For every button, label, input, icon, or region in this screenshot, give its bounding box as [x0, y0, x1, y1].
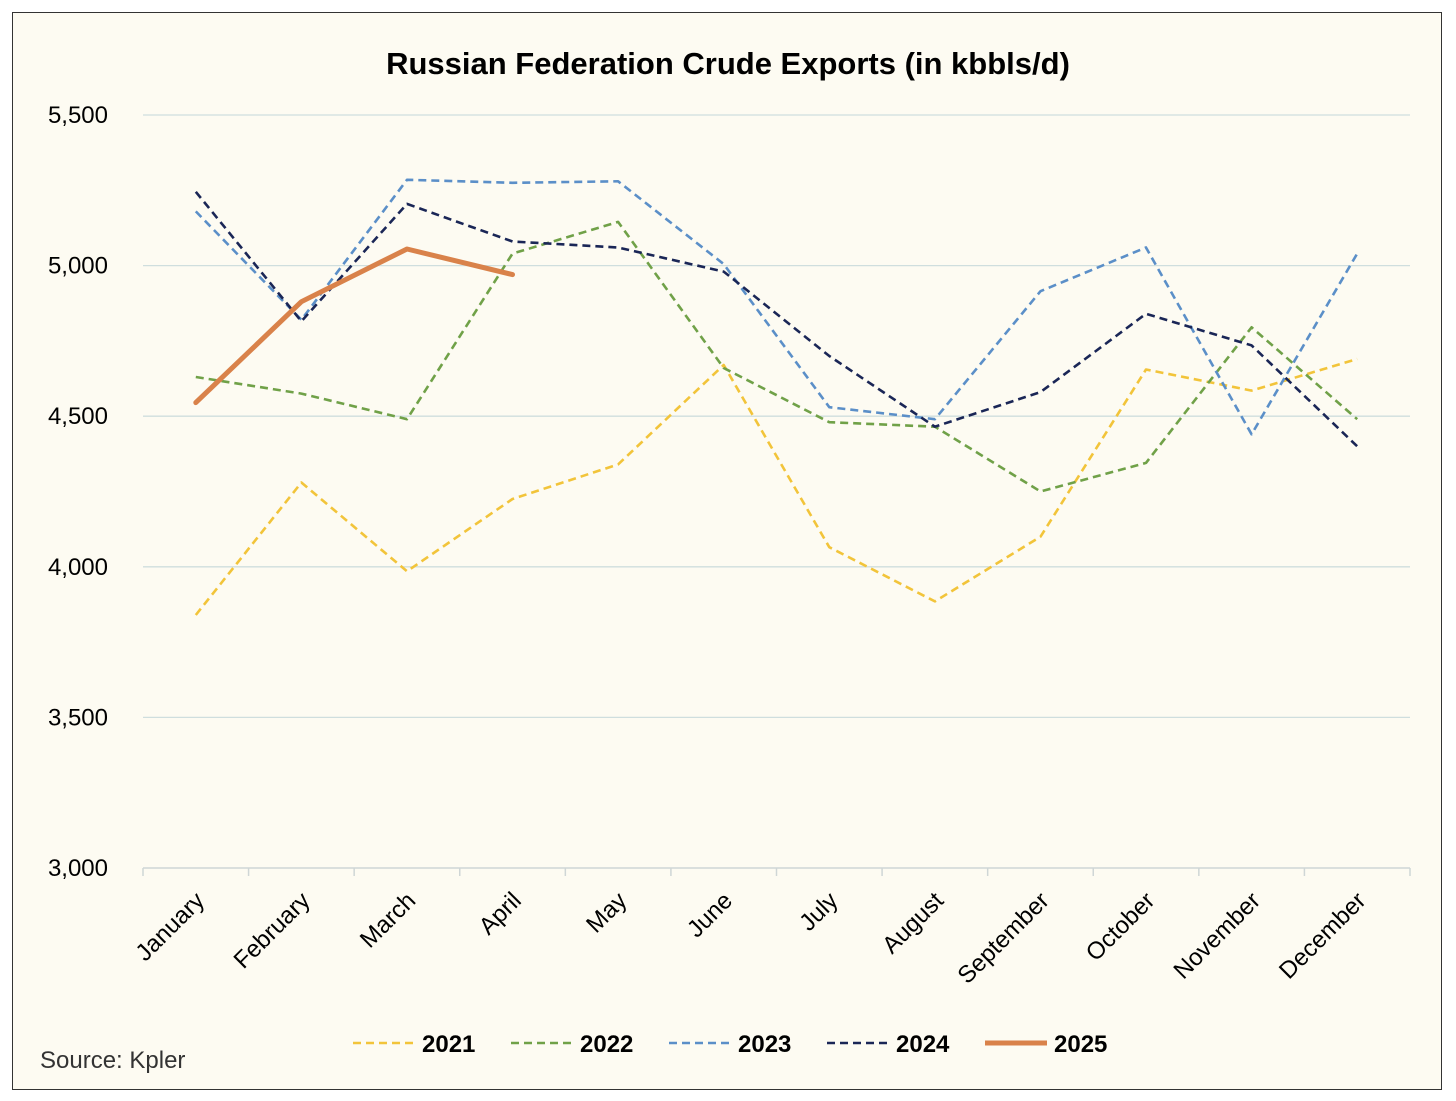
series-line-2021 — [194, 357, 1358, 616]
x-tick-label: June — [682, 887, 738, 943]
chart-title: Russian Federation Crude Exports (in kbb… — [386, 46, 1070, 81]
x-tick-label: January — [131, 887, 210, 966]
x-tick-label: February — [229, 887, 316, 974]
axes: 3,000 3,500 4,000 4,500 5,000 5,500 January Feb… — [48, 102, 1411, 989]
x-tick-label: August — [877, 887, 949, 959]
x-tick-label: September — [953, 887, 1055, 989]
plot-series — [193, 178, 1359, 616]
x-tick-label: March — [355, 887, 421, 953]
legend-label-2025: 2025 — [1054, 1031, 1107, 1058]
y-tick-label: 4,000 — [48, 554, 108, 581]
x-tick-label: December — [1274, 887, 1371, 984]
legend-label-2024: 2024 — [896, 1031, 950, 1058]
series-line-2023 — [194, 178, 1359, 436]
y-tick-label: 3,000 — [48, 855, 108, 882]
y-tick-label: 3,500 — [48, 704, 108, 731]
series-line-2024 — [194, 190, 1359, 448]
legend-label-2023: 2023 — [738, 1031, 791, 1058]
legend-label-2022: 2022 — [580, 1031, 633, 1058]
source-note: Source: Kpler — [40, 1047, 185, 1074]
y-tick-label: 5,500 — [48, 102, 108, 129]
x-tick-label: October — [1081, 887, 1160, 966]
y-tick-label: 5,000 — [48, 253, 108, 280]
y-tick-label: 4,500 — [48, 403, 108, 430]
x-tick-label: April — [474, 887, 527, 940]
chart-frame — [12, 12, 1442, 1090]
gridlines — [143, 114, 1410, 719]
legend-label-2021: 2021 — [422, 1031, 475, 1058]
series-line-2025 — [193, 246, 515, 406]
x-tick-label: May — [581, 887, 632, 938]
x-tick-label: November — [1168, 887, 1265, 984]
x-tick-label: July — [794, 887, 843, 936]
legend: 2021 2022 2023 2024 2025 — [353, 1031, 1107, 1058]
series-line-2022 — [195, 220, 1359, 493]
